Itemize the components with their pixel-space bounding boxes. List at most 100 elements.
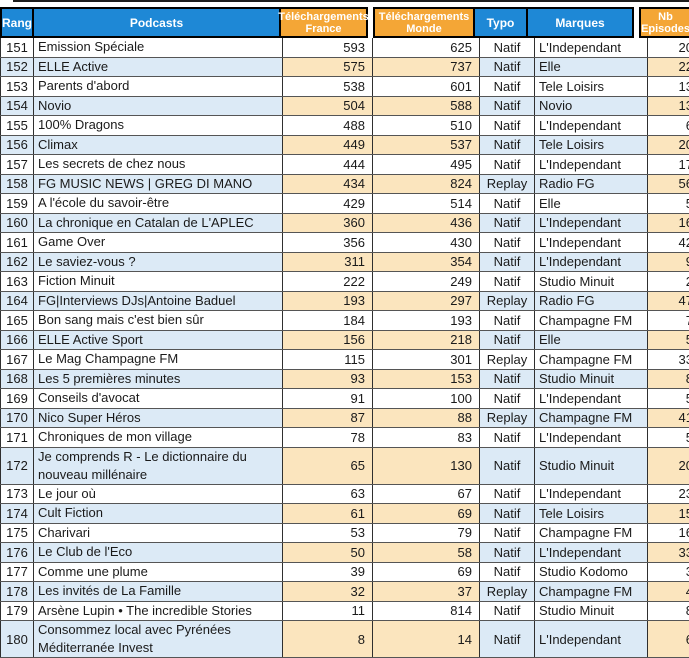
cell-telechargements-france: 65: [283, 447, 373, 484]
cell-telechargements-france: 360: [283, 213, 373, 232]
cell-podcast-title: ELLE Active: [34, 57, 283, 76]
cell-marque: L'Independant: [535, 428, 648, 447]
cell-marque: L'Independant: [535, 389, 648, 408]
cell-podcast-title: Je comprends R - Le dictionnaire du nouv…: [34, 447, 283, 484]
cell-typo: Natif: [480, 77, 535, 96]
cell-marque: Studio Kodomo: [535, 562, 648, 581]
table-row: 170 Nico Super Héros 87 88 Replay Champagne F…: [0, 408, 689, 428]
table-row: 177 Comme une plume 39 69 Natif Studio Kodomo…: [0, 562, 689, 582]
cell-rang: 160: [0, 213, 34, 232]
cell-podcast-title: La chronique en Catalan de L'APLEC: [34, 213, 283, 232]
cell-telechargements-monde: 625: [373, 38, 480, 57]
cell-marque: L'Independant: [535, 155, 648, 174]
cell-typo: Natif: [480, 447, 535, 484]
cell-rang: 175: [0, 523, 34, 542]
cell-typo: Natif: [480, 311, 535, 330]
cell-podcast-title: Les 5 premières minutes: [34, 369, 283, 388]
cell-marque: Studio Minuit: [535, 272, 648, 291]
cell-podcast-title: Le Mag Champagne FM: [34, 350, 283, 369]
cell-marque: Radio FG: [535, 291, 648, 310]
cell-telechargements-france: 50: [283, 543, 373, 562]
cell-telechargements-monde: 514: [373, 194, 480, 213]
cell-typo: Natif: [480, 484, 535, 503]
cell-nb-episodes: 23: [648, 485, 689, 504]
cell-marque: L'Independant: [535, 213, 648, 232]
cell-nb-episodes: 16: [648, 524, 689, 543]
table-row: 159 A l'école du savoir-être 429 514 Natif El…: [0, 194, 689, 214]
cell-marque: Studio Minuit: [535, 601, 648, 620]
cell-nb-episodes: 6: [648, 116, 689, 135]
cell-podcast-title: Novio: [34, 96, 283, 115]
cell-nb-episodes: 33: [648, 543, 689, 562]
cell-telechargements-france: 63: [283, 484, 373, 503]
table-row: 157 Les secrets de chez nous 444 495 Natif L'…: [0, 155, 689, 175]
cell-typo: Natif: [480, 543, 535, 562]
cell-telechargements-monde: 69: [373, 504, 480, 523]
table-row: 172 Je comprends R - Le dictionnaire du n…: [0, 447, 689, 485]
cell-nb-episodes: 20: [648, 447, 689, 484]
cell-nb-episodes: 3: [648, 563, 689, 582]
cell-podcast-title: Conseils d'avocat: [34, 389, 283, 408]
cell-podcast-title: ELLE Active Sport: [34, 330, 283, 349]
cell-marque: Champagne FM: [535, 408, 648, 427]
cell-typo: Natif: [480, 272, 535, 291]
cell-rang: 152: [0, 57, 34, 76]
cell-marque: Studio Minuit: [535, 447, 648, 484]
cell-nb-episodes: 8: [648, 369, 689, 388]
cell-typo: Natif: [480, 96, 535, 115]
cell-nb-episodes: 5: [648, 194, 689, 213]
cell-nb-episodes: 42: [648, 233, 689, 252]
cell-telechargements-monde: 100: [373, 389, 480, 408]
cell-telechargements-france: 156: [283, 330, 373, 349]
cell-rang: 178: [0, 582, 34, 601]
cell-nb-episodes: 6: [648, 621, 689, 657]
cell-telechargements-france: 11: [283, 601, 373, 620]
cell-rang: 158: [0, 174, 34, 193]
cell-telechargements-france: 184: [283, 311, 373, 330]
cell-marque: Radio FG: [535, 174, 648, 193]
cell-typo: Natif: [480, 504, 535, 523]
cell-telechargements-france: 488: [283, 116, 373, 135]
cell-podcast-title: 100% Dragons: [34, 116, 283, 135]
cell-telechargements-monde: 354: [373, 252, 480, 271]
table-top-border: [13, 0, 689, 2]
table-row: 165 Bon sang mais c'est bien sûr 184 193 Nat…: [0, 311, 689, 331]
cell-typo: Natif: [480, 135, 535, 154]
cell-podcast-title: FG|Interviews DJs|Antoine Baduel: [34, 291, 283, 310]
cell-podcast-title: A l'école du savoir-être: [34, 194, 283, 213]
cell-telechargements-monde: 601: [373, 77, 480, 96]
cell-telechargements-monde: 79: [373, 523, 480, 542]
header-nb-episodes: Nb Episodes: [639, 7, 689, 38]
cell-telechargements-monde: 430: [373, 233, 480, 252]
cell-rang: 174: [0, 504, 34, 523]
cell-telechargements-france: 222: [283, 272, 373, 291]
cell-marque: Novio: [535, 96, 648, 115]
table-row: 160 La chronique en Catalan de L'APLEC 360…: [0, 213, 689, 233]
cell-telechargements-france: 193: [283, 291, 373, 310]
cell-typo: Natif: [480, 213, 535, 232]
cell-telechargements-france: 8: [283, 621, 373, 657]
cell-typo: Replay: [480, 582, 535, 601]
cell-nb-episodes: 20: [648, 38, 689, 57]
table-row: 167 Le Mag Champagne FM 115 301 Replay Champa…: [0, 350, 689, 370]
cell-nb-episodes: 4: [648, 582, 689, 601]
cell-rang: 156: [0, 135, 34, 154]
cell-marque: L'Independant: [535, 233, 648, 252]
cell-telechargements-france: 444: [283, 155, 373, 174]
cell-telechargements-france: 538: [283, 77, 373, 96]
cell-marque: L'Independant: [535, 543, 648, 562]
header-telechargements-france: Téléchargements France: [278, 7, 369, 38]
cell-telechargements-france: 32: [283, 582, 373, 601]
cell-podcast-title: Chroniques de mon village: [34, 428, 283, 447]
cell-telechargements-france: 78: [283, 428, 373, 447]
header-marques: Marques: [526, 7, 634, 38]
cell-telechargements-monde: 14: [373, 621, 480, 657]
cell-typo: Natif: [480, 116, 535, 135]
cell-telechargements-monde: 495: [373, 155, 480, 174]
cell-marque: Elle: [535, 194, 648, 213]
cell-nb-episodes: 2: [648, 272, 689, 291]
